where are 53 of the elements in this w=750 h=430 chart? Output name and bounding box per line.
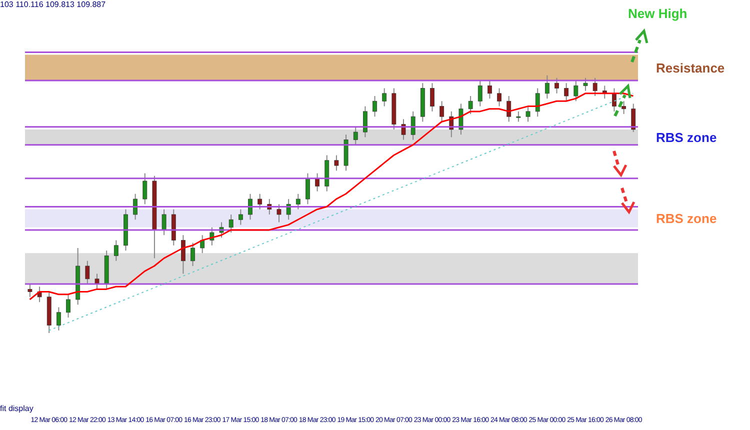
candlestick [516,110,521,122]
candlestick [296,193,300,210]
candlestick [133,193,138,220]
candlestick [478,80,482,107]
candlestick [276,204,282,223]
candlestick [85,260,90,285]
band-label: RBS zone [656,130,717,145]
candlestick [238,208,243,226]
candlestick [200,234,205,254]
candlestick [554,77,559,94]
candlestick [190,242,195,267]
candlestick [535,88,540,118]
candlestick [440,100,444,122]
candlestick [114,240,118,262]
text: 103 110.116 109.813 109.887 [0,0,106,9]
candlestick [56,306,61,331]
candlestick [631,103,636,133]
candlestick [94,273,100,290]
candlestick [592,77,598,96]
candlestick [382,88,387,107]
candlestick [622,100,626,115]
candlestick [506,95,512,122]
candlestick [28,284,32,298]
candlestick [612,88,616,112]
candlestick [526,106,530,122]
candlestick [228,214,234,234]
candlestick [468,95,473,115]
candlestick [353,126,358,146]
candlestick [181,234,186,274]
candlestick [142,172,148,205]
candlestick [162,208,166,236]
band-label: RBS zone [656,210,717,226]
candlestick [410,110,416,140]
candlestick [430,82,434,112]
candlestick [574,80,578,102]
candlestick [488,80,492,100]
text: fit display [0,404,34,413]
candlestick [306,172,310,205]
candlestick [315,172,320,192]
candlestick [372,95,377,118]
candlestick [583,77,588,92]
candlestick [564,82,569,102]
candlestick [401,118,406,140]
text: New High [628,6,688,21]
candlestick [544,74,550,100]
candlestick [258,193,262,210]
candlestick [362,106,368,138]
candlestick [497,88,502,107]
candlestick [248,193,252,220]
band-label: Resistance [656,60,725,76]
candlestick [286,198,291,220]
candlestick [66,294,70,318]
candlestick [334,154,339,172]
